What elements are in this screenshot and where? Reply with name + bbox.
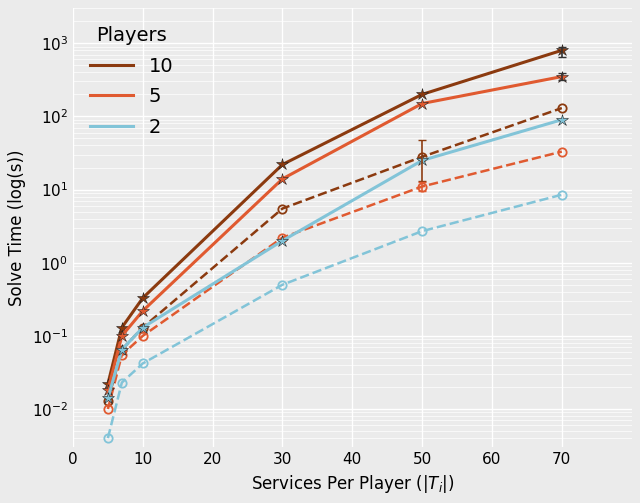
X-axis label: Services Per Player ($|T_i|$): Services Per Player ($|T_i|$) [251,473,454,494]
Y-axis label: Solve Time (log(s)): Solve Time (log(s)) [8,149,26,306]
Legend: 10, 5, 2: 10, 5, 2 [83,18,181,144]
